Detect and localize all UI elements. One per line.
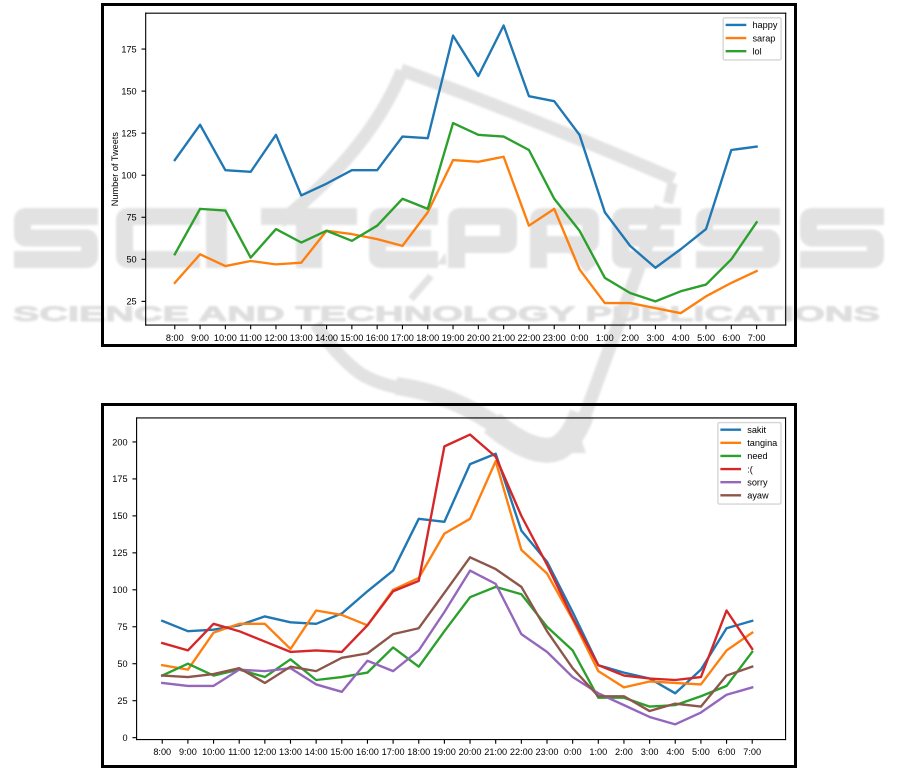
svg-text:16:00: 16:00 — [355, 747, 378, 757]
svg-text:6:00: 6:00 — [717, 747, 735, 757]
svg-text:Number of Tweets: Number of Tweets — [110, 131, 120, 206]
svg-text:tangina: tangina — [747, 438, 778, 448]
svg-text:25: 25 — [126, 296, 136, 306]
svg-text:need: need — [747, 451, 767, 461]
svg-text:3:00: 3:00 — [646, 332, 664, 342]
svg-text:2:00: 2:00 — [615, 747, 633, 757]
svg-text:23:00: 23:00 — [535, 747, 558, 757]
svg-text:0:00: 0:00 — [563, 747, 581, 757]
svg-text:13:00: 13:00 — [289, 332, 312, 342]
svg-text:100: 100 — [112, 585, 127, 595]
svg-text:11:00: 11:00 — [228, 747, 250, 757]
svg-text:22:00: 22:00 — [517, 332, 540, 342]
svg-text:8:00: 8:00 — [165, 332, 183, 342]
svg-text:10:00: 10:00 — [213, 332, 236, 342]
svg-text:5:00: 5:00 — [691, 747, 709, 757]
svg-text:19:00: 19:00 — [432, 747, 455, 757]
svg-text:175: 175 — [121, 44, 136, 54]
svg-text:12:00: 12:00 — [253, 747, 276, 757]
svg-text:0:00: 0:00 — [570, 332, 588, 342]
svg-text:16:00: 16:00 — [365, 332, 388, 342]
svg-text:1:00: 1:00 — [589, 747, 607, 757]
svg-text:sarap: sarap — [752, 33, 775, 43]
svg-text:7:00: 7:00 — [747, 332, 765, 342]
svg-text:125: 125 — [112, 548, 127, 558]
svg-text:4:00: 4:00 — [671, 332, 689, 342]
svg-text:12:00: 12:00 — [264, 332, 287, 342]
svg-text:10:00: 10:00 — [202, 747, 225, 757]
svg-text:200: 200 — [112, 437, 127, 447]
svg-text:ayaw: ayaw — [747, 491, 769, 501]
svg-text:18:00: 18:00 — [416, 332, 439, 342]
svg-text:15:00: 15:00 — [340, 332, 363, 342]
svg-text:19:00: 19:00 — [441, 332, 464, 342]
svg-text:0: 0 — [122, 733, 127, 743]
svg-text:SCIENCE AND TECHNOLOGY PUBLICA: SCIENCE AND TECHNOLOGY PUBLICATIONS — [13, 301, 880, 325]
svg-text:6:00: 6:00 — [722, 332, 740, 342]
svg-text:125: 125 — [121, 128, 136, 138]
svg-text:3:00: 3:00 — [640, 747, 658, 757]
svg-text:13:00: 13:00 — [279, 747, 302, 757]
svg-text:sorry: sorry — [747, 477, 768, 487]
svg-text:14:00: 14:00 — [315, 332, 338, 342]
svg-text:75: 75 — [126, 212, 136, 222]
svg-text:20:00: 20:00 — [466, 332, 489, 342]
svg-text:4:00: 4:00 — [666, 747, 684, 757]
svg-text:50: 50 — [117, 659, 127, 669]
svg-text:lol: lol — [752, 46, 761, 56]
svg-text:18:00: 18:00 — [407, 747, 430, 757]
svg-text:25: 25 — [117, 696, 127, 706]
svg-text:14:00: 14:00 — [304, 747, 327, 757]
svg-text:20:00: 20:00 — [458, 747, 481, 757]
svg-text:1:00: 1:00 — [595, 332, 613, 342]
svg-text:150: 150 — [121, 86, 136, 96]
svg-text:21:00: 21:00 — [492, 332, 515, 342]
svg-text::(: :( — [747, 464, 753, 474]
svg-text:15:00: 15:00 — [330, 747, 353, 757]
svg-text:8:00: 8:00 — [153, 747, 171, 757]
svg-text:17:00: 17:00 — [390, 332, 413, 342]
svg-text:22:00: 22:00 — [509, 747, 532, 757]
svg-text:21:00: 21:00 — [484, 747, 507, 757]
svg-text:9:00: 9:00 — [178, 747, 196, 757]
svg-text:2:00: 2:00 — [621, 332, 639, 342]
svg-text:5:00: 5:00 — [697, 332, 715, 342]
svg-text:sakit: sakit — [747, 425, 766, 435]
svg-text:175: 175 — [112, 474, 127, 484]
svg-text:9:00: 9:00 — [191, 332, 209, 342]
svg-text:7:00: 7:00 — [743, 747, 761, 757]
svg-text:happy: happy — [752, 20, 777, 30]
svg-text:100: 100 — [121, 170, 136, 180]
svg-text:50: 50 — [126, 254, 136, 264]
svg-text:75: 75 — [117, 622, 127, 632]
svg-text:23:00: 23:00 — [542, 332, 565, 342]
svg-text:11:00: 11:00 — [239, 332, 261, 342]
svg-text:150: 150 — [112, 511, 127, 521]
svg-text:17:00: 17:00 — [381, 747, 404, 757]
